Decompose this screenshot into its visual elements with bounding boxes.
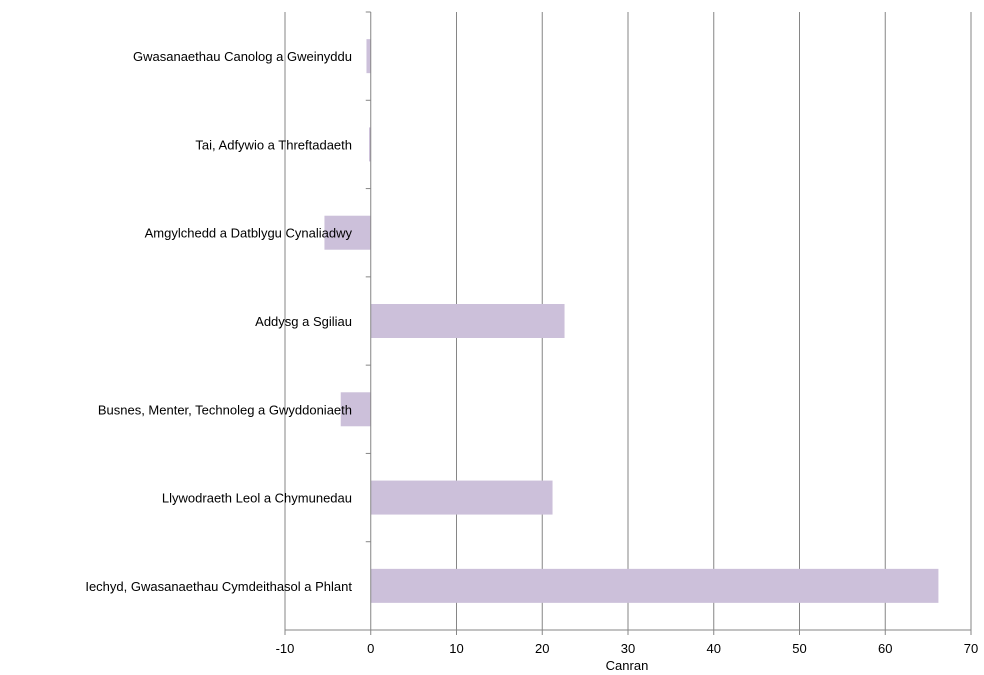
category-label-1: Tai, Adfywio a Threftadaeth	[195, 137, 352, 152]
tick-label-20: 20	[535, 641, 549, 656]
bar-5	[370, 480, 553, 515]
value-tick-labels: -10 0 10 20 30 40 50 60 70	[276, 641, 979, 656]
category-label-0: Gwasanaethau Canolog a Gweinyddu	[133, 49, 352, 64]
bar-0	[366, 39, 371, 74]
category-axis	[365, 11, 372, 631]
bar-4	[340, 392, 371, 427]
x-axis-title: Canran	[606, 658, 649, 673]
category-label-5: Llywodraeth Leol a Chymunedau	[162, 491, 352, 506]
bar-2	[324, 215, 371, 250]
tick-label-0: 0	[367, 641, 374, 656]
bar-6	[370, 568, 939, 603]
tick-label-70: 70	[964, 641, 978, 656]
tick-label-40: 40	[707, 641, 721, 656]
bars	[324, 39, 939, 603]
gridlines	[284, 12, 972, 635]
tick-label-50: 50	[792, 641, 806, 656]
bar-1	[369, 127, 371, 162]
tick-label-10: 10	[449, 641, 463, 656]
category-labels: Gwasanaethau Canolog a Gweinyddu Tai, Adf…	[85, 49, 352, 594]
bar-3	[370, 304, 565, 338]
category-label-4: Busnes, Menter, Technoleg a Gwyddoniaeth	[98, 402, 352, 417]
tick-label-60: 60	[878, 641, 892, 656]
tick-label-30: 30	[621, 641, 635, 656]
category-label-2: Amgylchedd a Datblygu Cynaliadwy	[145, 226, 353, 241]
category-label-6: Iechyd, Gwasanaethau Cymdeithasol a Phla…	[85, 579, 352, 594]
tick-label--10: -10	[276, 641, 295, 656]
category-label-3: Addysg a Sgiliau	[255, 314, 352, 329]
